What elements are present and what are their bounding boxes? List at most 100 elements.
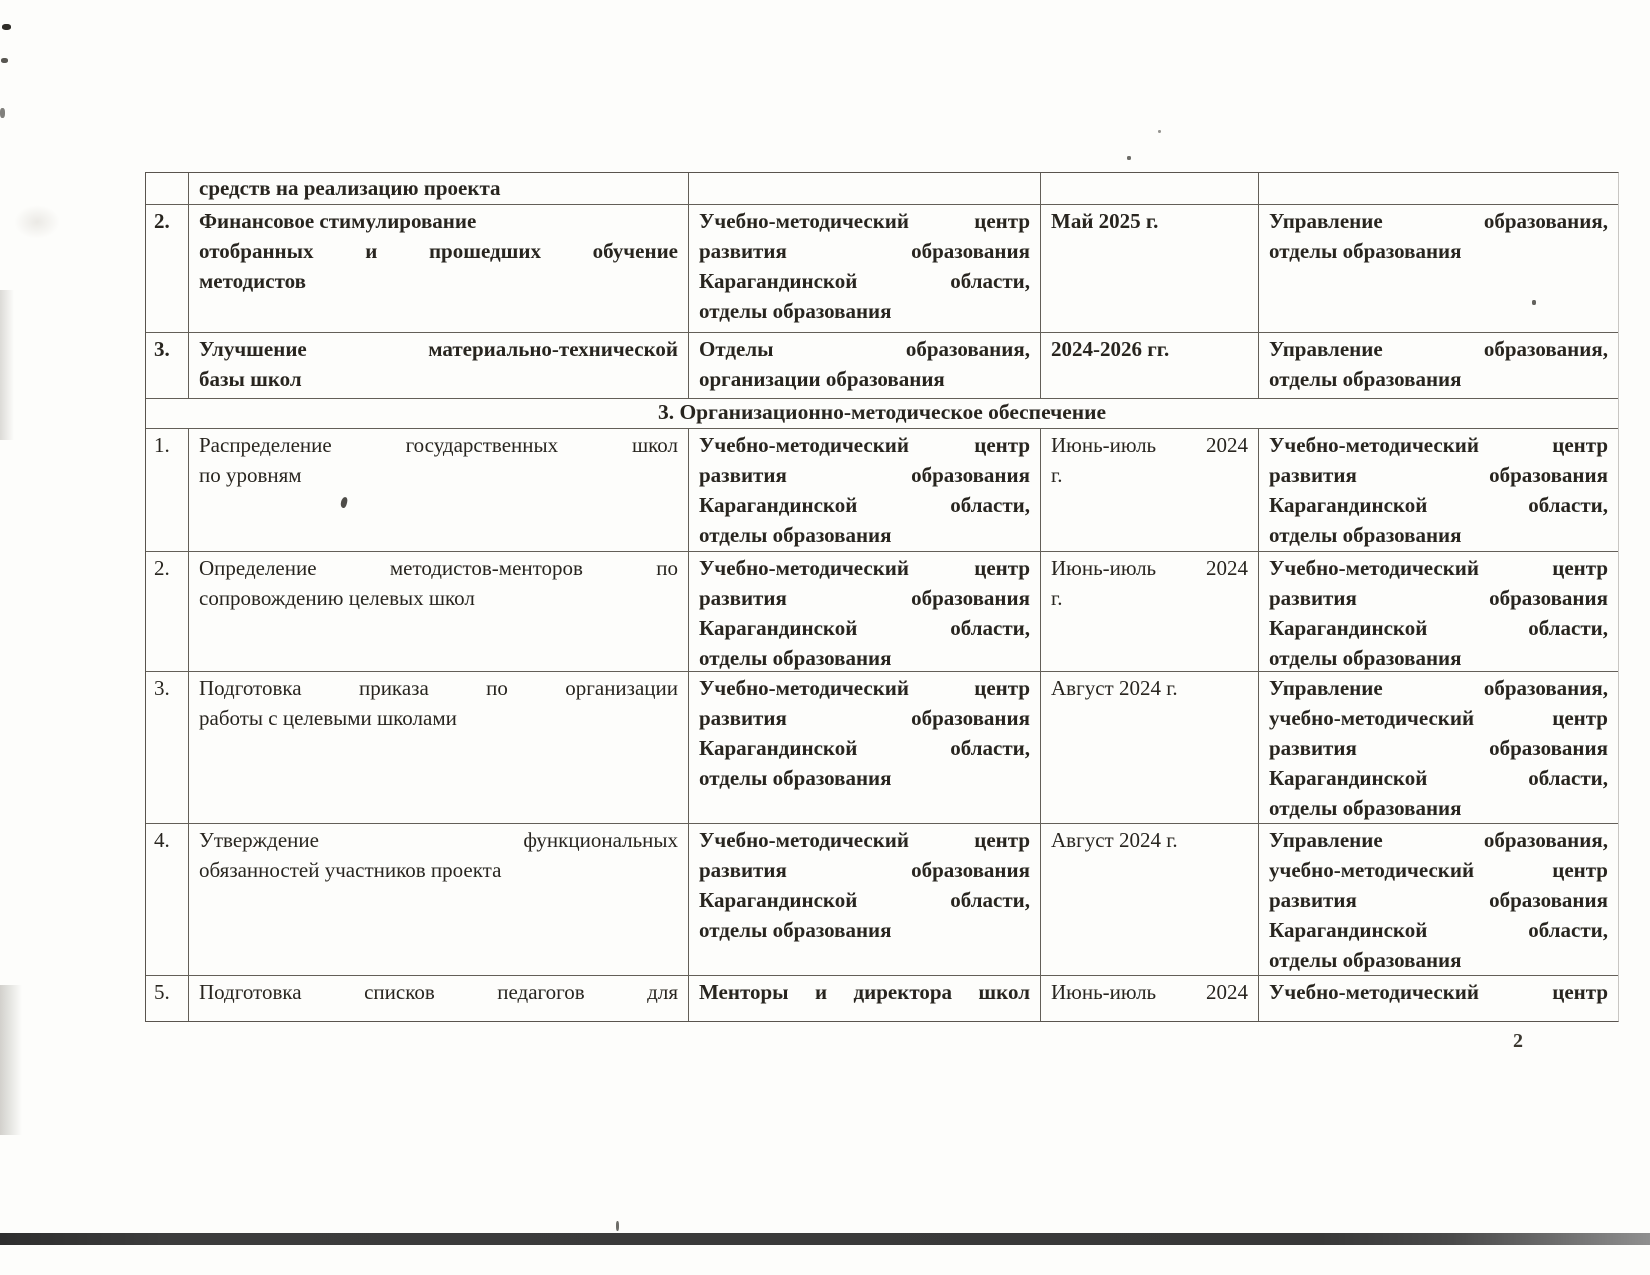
scan-speck (1158, 130, 1161, 133)
text-line: Июнь-июль 2024 (1051, 433, 1248, 457)
row-number-cell (146, 173, 189, 204)
row-number-cell: 3. (146, 672, 189, 823)
text-line: Карагандинской области, (699, 888, 1030, 912)
text-line: отделы образования (699, 299, 892, 323)
text-line: развития образования (1269, 888, 1608, 912)
text-line: Учебно-методический центр (1269, 433, 1608, 457)
scan-smudge (0, 290, 14, 440)
text-line: по уровням (199, 463, 302, 487)
text-line: 3. (154, 337, 170, 361)
responsible-cell: Управление образования, учебно-методическ… (1259, 824, 1618, 975)
text-line: развития образования (699, 586, 1030, 610)
text-line: 3. (154, 676, 170, 700)
text-line: Карагандинской области, (1269, 616, 1608, 640)
text-line: Карагандинской области, (699, 493, 1030, 517)
text-line: Карагандинской области, (1269, 493, 1608, 517)
text-line: Май 2025 г. (1051, 209, 1159, 233)
task-cell: Распределение государственных школ по уро… (189, 429, 689, 551)
table-row: 5. Подготовка списков педагогов для Ментор… (146, 976, 1618, 1021)
task-cell: Определение методистов-менторов по сопров… (189, 552, 689, 671)
scan-smudge (14, 205, 60, 239)
text-line: средств на реализацию проекта (199, 176, 501, 200)
text-line: Менторы и директора школ (699, 980, 1030, 1004)
text-line: Учебно-методический центр (1269, 980, 1608, 1004)
text-line: Учебно-методический центр (699, 676, 1030, 700)
text-line: Распределение государственных школ (199, 433, 678, 457)
organization-cell: Учебно-методический центр развития образо… (689, 429, 1041, 551)
organization-cell: Учебно-методический центр развития образо… (689, 672, 1041, 823)
text-line: отделы образования (699, 523, 892, 547)
text-line: г. (1051, 586, 1063, 610)
text-line: развития образования (1269, 586, 1608, 610)
text-line: организации образования (699, 367, 945, 391)
table-row: 3. Улучшение материально-технической базы … (146, 333, 1618, 399)
date-cell: 2024-2026 гг. (1041, 333, 1259, 398)
text-line: отделы образования (699, 646, 892, 670)
text-line: развития образования (699, 463, 1030, 487)
date-cell: Август 2024 г. (1041, 672, 1259, 823)
text-line: базы школ (199, 367, 302, 391)
text-line: отделы образования (699, 918, 892, 942)
text-line: развития образования (1269, 736, 1608, 760)
section-header-row: 3. Организационно-методическое обеспечен… (146, 399, 1618, 429)
date-cell: Август 2024 г. (1041, 824, 1259, 975)
task-cell: Улучшение материально-технической базы шк… (189, 333, 689, 398)
text-line: 2024-2026 гг. (1051, 337, 1170, 361)
text-line: методистов (199, 269, 306, 293)
text-line: 2. (154, 209, 170, 233)
text-line: Июнь-июль 2024 (1051, 556, 1248, 580)
action-plan-table: средств на реализацию проекта 2. Финансово… (145, 172, 1619, 1022)
row-number-cell: 2. (146, 552, 189, 671)
text-line: работы с целевыми школами (199, 706, 457, 730)
text-line: Карагандинской области, (699, 269, 1030, 293)
organization-cell: Учебно-методический центр развития образо… (689, 205, 1041, 332)
text-line: развития образования (699, 706, 1030, 730)
text-line: отделы образования (1269, 367, 1462, 391)
text-line: 5. (154, 980, 170, 1004)
scan-speck (616, 1221, 619, 1231)
task-cell: Подготовка приказа по организации работы … (189, 672, 689, 823)
responsible-cell (1259, 173, 1618, 204)
scan-speck (1532, 300, 1536, 305)
row-number-cell: 4. (146, 824, 189, 975)
scanner-artifact-bar (0, 1233, 1650, 1245)
text-line: Подготовка приказа по организации (199, 676, 678, 700)
text-line: Карагандинской области, (1269, 918, 1608, 942)
text-line: отделы образования (1269, 646, 1462, 670)
text-line: Учебно-методический центр (699, 556, 1030, 580)
task-cell: Утверждение функциональных обязанностей у… (189, 824, 689, 975)
text-line: отделы образования (699, 766, 892, 790)
text-line: Учебно-методический центр (699, 209, 1030, 233)
text-line: Улучшение материально-технической (199, 337, 678, 361)
scan-speck (0, 108, 5, 118)
text-line: Учебно-методический центр (699, 433, 1030, 457)
scan-speck (2, 24, 11, 30)
text-line: Отделы образования, (699, 337, 1030, 361)
text-line: отделы образования (1269, 796, 1462, 820)
text-line: учебно-методический центр (1269, 706, 1608, 730)
text-line: Карагандинской области, (699, 616, 1030, 640)
text-line: развития образования (699, 858, 1030, 882)
text-line: развития образования (699, 239, 1030, 263)
scan-smudge (0, 985, 22, 1135)
date-cell: Июнь-июль 2024 г. (1041, 552, 1259, 671)
organization-cell (689, 173, 1041, 204)
text-line: Подготовка списков педагогов для (199, 980, 678, 1004)
text-line: Учебно-методический центр (699, 828, 1030, 852)
text-line: развития образования (1269, 463, 1608, 487)
responsible-cell: Управление образования, учебно-методическ… (1259, 672, 1618, 823)
scan-speck (1, 58, 8, 63)
text-line: Утверждение функциональных (199, 828, 678, 852)
text-line: Карагандинской области, (699, 736, 1030, 760)
organization-cell: Учебно-методический центр развития образо… (689, 824, 1041, 975)
table-row: 3. Подготовка приказа по организации работ… (146, 672, 1618, 824)
responsible-cell: Учебно-методический центр развития образо… (1259, 429, 1618, 551)
text-line: Управление образования, (1269, 337, 1608, 361)
table-row: 2. Определение методистов-менторов по сопр… (146, 552, 1618, 672)
task-cell: Финансовое стимулирование отобранных и пр… (189, 205, 689, 332)
text-line: сопровождению целевых школ (199, 586, 475, 610)
text-line: Июнь-июль 2024 (1051, 980, 1248, 1004)
text-line: Август 2024 г. (1051, 676, 1178, 700)
responsible-cell: Управление образования, отделы образовани… (1259, 333, 1618, 398)
row-number-cell: 3. (146, 333, 189, 398)
